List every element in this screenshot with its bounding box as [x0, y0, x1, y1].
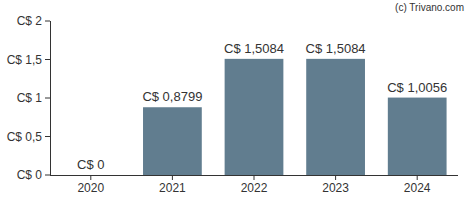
y-tick-label: C$ 0,5 [7, 130, 43, 144]
bars [143, 59, 447, 175]
y-tick-label: C$ 1 [17, 91, 43, 105]
x-tick-label: 2021 [159, 181, 186, 195]
bar [306, 59, 365, 175]
x-tick-label: 2023 [322, 181, 349, 195]
data-label: C$ 1,5084 [224, 41, 284, 56]
y-tick-label: C$ 2 [17, 14, 43, 28]
bar [61, 175, 120, 176]
credit: (c) Trivano.com [395, 2, 464, 13]
y-tick [45, 136, 50, 137]
bar [225, 59, 284, 175]
data-label: C$ 0,8799 [142, 89, 202, 104]
x-tick [335, 175, 336, 180]
data-label: C$ 1,0056 [387, 80, 447, 95]
data-label: C$ 0 [77, 157, 104, 172]
x-tick-label: 2022 [241, 181, 268, 195]
x-tick [254, 175, 255, 180]
y-tick [45, 175, 50, 176]
y-tick-label: C$ 0 [17, 168, 43, 182]
y-tick-label: C$ 1,5 [7, 53, 43, 67]
x-tick [172, 175, 173, 180]
chart: C$ 0 C$ 0,5 C$ 1 C$ 1,5 C$ 2 2020 2021 2022 2023… [0, 0, 470, 200]
data-label: C$ 1,5084 [306, 41, 366, 56]
bar [143, 107, 202, 175]
x-tick-label: 2024 [404, 181, 431, 195]
x-tick-label: 2020 [77, 181, 104, 195]
bar [388, 98, 447, 175]
y-tick [45, 21, 50, 22]
x-tick [90, 175, 91, 180]
y-tick [45, 59, 50, 60]
y-axis [50, 21, 51, 175]
y-tick [45, 98, 50, 99]
x-tick [417, 175, 418, 180]
